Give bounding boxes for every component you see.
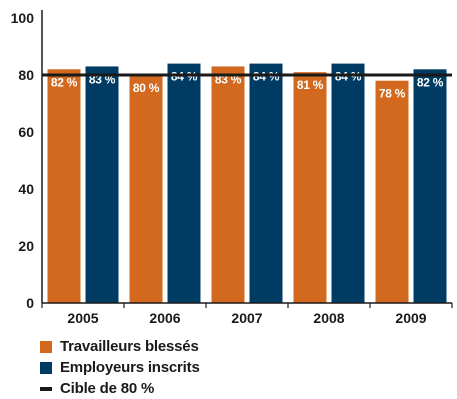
legend-item-registered-employers: Employeurs inscrits	[40, 357, 200, 378]
legend-item-injured-workers: Travailleurs blessés	[40, 336, 200, 357]
y-tick-label: 80	[18, 67, 34, 83]
bar-2007-registered-employers	[249, 63, 283, 303]
x-axis-tick-labels: 2005 2006 2007 2008 2009	[67, 310, 426, 326]
legend-label-target: Cible de 80 %	[60, 380, 155, 397]
legend: Travailleurs blessés Employeurs inscrits…	[40, 336, 200, 399]
bar-2006-registered-employers	[167, 63, 201, 303]
bar-2005-registered-employers	[85, 66, 119, 303]
y-tick-label: 40	[18, 181, 34, 197]
x-tick-label: 2006	[149, 310, 180, 326]
bar-2005-injured-workers	[47, 69, 81, 303]
x-tick-label: 2008	[313, 310, 344, 326]
bar-label-2006-injured-workers: 80 %	[133, 81, 160, 95]
bar-label-2006-registered-employers: 84 %	[171, 70, 198, 84]
legend-swatch-registered-employers	[40, 361, 52, 374]
legend-label-registered-employers: Employeurs inscrits	[60, 359, 200, 376]
bar-label-2009-injured-workers: 78 %	[379, 87, 406, 101]
bar-2009-injured-workers	[375, 80, 409, 303]
axes	[41, 10, 453, 308]
bar-series	[47, 63, 447, 304]
legend-label-injured-workers: Travailleurs blessés	[60, 338, 199, 355]
x-tick-label: 2009	[395, 310, 426, 326]
bar-label-2008-registered-employers: 84 %	[335, 70, 362, 84]
legend-swatch-target	[40, 386, 52, 391]
y-tick-label: 20	[18, 238, 34, 254]
y-tick-label: 60	[18, 124, 34, 140]
legend-swatch-injured-workers	[40, 340, 52, 353]
x-tick-label: 2005	[67, 310, 98, 326]
bar-label-2009-registered-employers: 82 %	[417, 75, 444, 89]
bar-2008-injured-workers	[293, 72, 327, 304]
bar-label-2008-injured-workers: 81 %	[297, 78, 324, 92]
y-tick-label: 0	[26, 295, 34, 311]
bar-2008-registered-employers	[331, 63, 365, 303]
bar-2009-registered-employers	[413, 69, 447, 303]
bar-data-labels: 82 % 83 %80 %84 % 83 % 84 %81 %84 %78 %82 %	[51, 70, 444, 101]
y-axis-tick-labels: 0 20 40 60 80 100	[11, 10, 35, 311]
bar-label-2005-injured-workers: 82 %	[51, 75, 78, 89]
x-tick-label: 2007	[231, 310, 262, 326]
legend-item-target: Cible de 80 %	[40, 378, 200, 399]
bar-2006-injured-workers	[129, 75, 163, 303]
bar-2007-injured-workers	[211, 66, 245, 303]
y-tick-label: 100	[11, 10, 35, 26]
bar-label-2007-registered-employers: 84 %	[253, 70, 280, 84]
